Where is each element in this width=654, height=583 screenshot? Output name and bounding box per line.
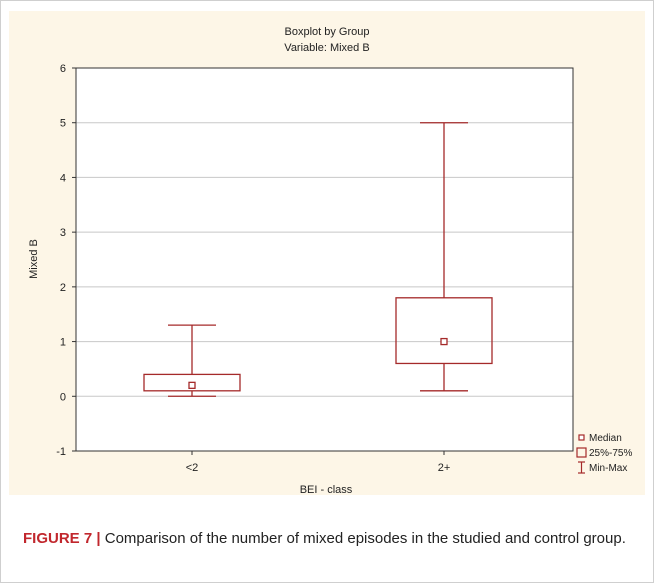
caption-label: FIGURE 7 [23, 530, 93, 547]
x-axis-label: BEI - class [300, 484, 353, 495]
y-tick-label: -1 [56, 446, 66, 458]
caption-text: Comparison of the number of mixed episod… [104, 530, 626, 547]
legend-box-swatch [576, 447, 587, 458]
plot-border [75, 67, 574, 452]
legend-median-swatch [578, 434, 585, 441]
y-tick-label: 1 [60, 337, 66, 349]
figure-caption: FIGURE 7 | Comparison of the number of m… [23, 528, 633, 550]
y-tick-label: 6 [60, 63, 66, 75]
legend-box-label: 25%-75% [589, 448, 632, 459]
iqr-box [395, 297, 493, 365]
boxplot-chart: Boxplot by Group Variable: Mixed B -1 0 1 2 3 4… [28, 26, 632, 495]
x-tick-label: 2+ [438, 462, 451, 474]
iqr-box [143, 373, 241, 392]
chart-panel: Boxplot by Group Variable: Mixed B -1 0 1 2 3 4… [9, 11, 645, 495]
plot-area [76, 68, 573, 451]
y-axis-label: Mixed B [28, 239, 40, 279]
y-tick-label: 4 [60, 172, 66, 184]
legend-minmax-label: Min-Max [589, 463, 627, 474]
legend-median-label: Median [589, 433, 622, 444]
median-marker [188, 381, 196, 389]
y-tick-label: 0 [60, 391, 66, 403]
y-tick-label: 2 [60, 282, 66, 294]
chart-title: Boxplot by Group [285, 26, 370, 38]
y-tick-label: 3 [60, 227, 66, 239]
chart-subtitle: Variable: Mixed B [284, 42, 369, 54]
median-marker [440, 337, 448, 346]
y-tick-label: 5 [60, 118, 66, 130]
x-tick-label: <2 [186, 462, 199, 474]
caption-separator: | [92, 530, 105, 547]
